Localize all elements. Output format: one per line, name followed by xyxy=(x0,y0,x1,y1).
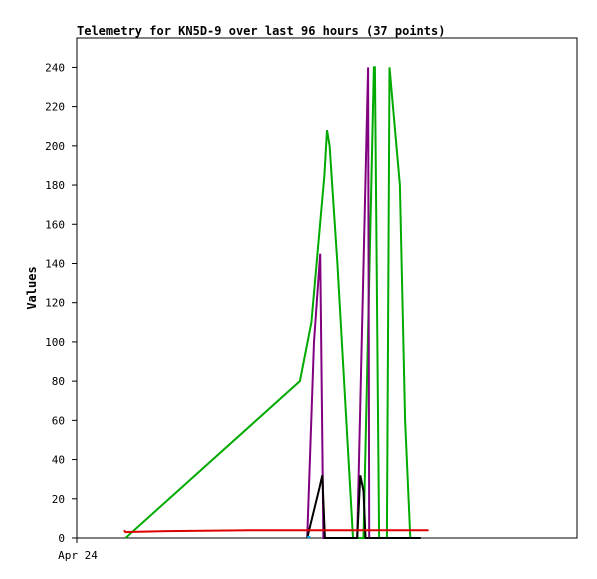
y-tick-label: 40 xyxy=(52,454,65,467)
y-axis: 0 20 40 60 80 100 120 140 160 180 200 220 240 xyxy=(45,61,77,545)
series-line-3 xyxy=(306,475,421,539)
series-layer xyxy=(123,66,429,539)
y-axis-label: Values xyxy=(25,266,39,309)
y-tick-label: 20 xyxy=(52,493,65,506)
y-tick-label: 240 xyxy=(45,61,65,74)
y-tick-label: 0 xyxy=(58,532,65,545)
y-tick-label: 180 xyxy=(45,179,65,192)
x-axis: Apr 24 xyxy=(58,538,98,562)
y-tick-label: 100 xyxy=(45,336,65,349)
y-tick-label: 220 xyxy=(45,101,65,114)
chart-title: Telemetry for KN5D-9 over last 96 hours … xyxy=(77,24,445,38)
plot-area xyxy=(76,37,578,539)
y-tick-label: 120 xyxy=(45,297,65,310)
y-tick-label: 160 xyxy=(45,218,65,231)
series-line-2 xyxy=(306,67,371,539)
y-tick-label: 60 xyxy=(52,414,65,427)
y-tick-label: 80 xyxy=(52,375,65,388)
y-tick-label: 200 xyxy=(45,140,65,153)
y-tick-label: 140 xyxy=(45,257,65,270)
x-tick-label: Apr 24 xyxy=(58,549,98,562)
series-line-4 xyxy=(123,529,429,534)
